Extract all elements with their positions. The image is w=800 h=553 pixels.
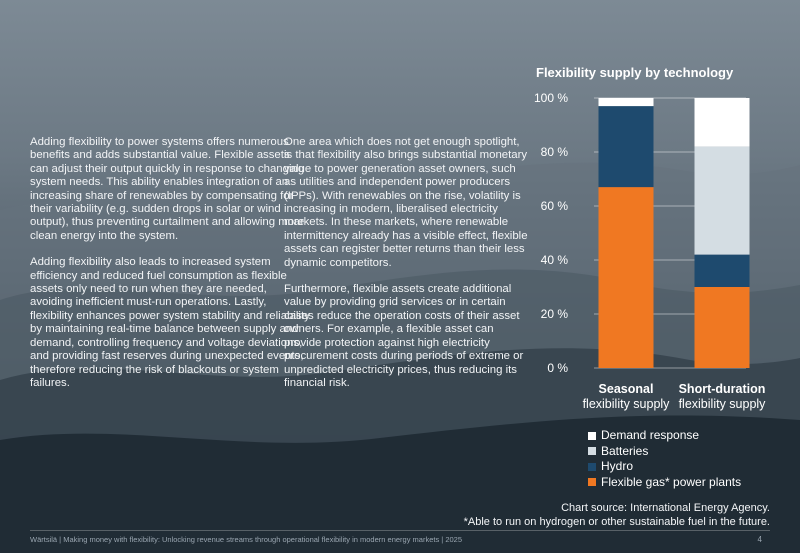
legend-swatch — [588, 478, 596, 487]
bar-segment — [598, 98, 654, 107]
chart-title: Flexibility supply by technology — [536, 65, 734, 80]
bar-segment — [598, 187, 654, 368]
footnote-line: *Able to run on hydrogen or other sustai… — [463, 515, 770, 528]
left-text-column: Adding flexibility to power systems offe… — [30, 136, 310, 403]
x-category-sublabel: flexibility supply — [679, 397, 767, 411]
y-tick-label: 40 % — [541, 253, 569, 267]
left-paragraph-2: Adding flexibility also leads to increas… — [30, 256, 310, 389]
legend-label: Batteries — [601, 443, 649, 458]
legend-swatch — [588, 447, 596, 456]
chart-legend: Demand response Batteries Hydro Flexible ga… — [588, 428, 741, 490]
legend-item: Hydro — [588, 459, 741, 475]
x-category-label: Seasonal — [599, 382, 654, 396]
right-text-column: One area which does not get enough spotl… — [284, 136, 530, 403]
x-category-label: Short-duration — [679, 382, 766, 396]
left-paragraph-1: Adding flexibility to power systems offe… — [30, 136, 305, 242]
right-paragraph-1: One area which does not get enough spotl… — [284, 136, 528, 269]
y-tick-label: 20 % — [541, 307, 569, 321]
bar-segment — [694, 254, 750, 287]
legend-item: Demand response — [588, 428, 741, 444]
y-tick-label: 80 % — [541, 145, 569, 159]
bar-segment — [598, 106, 654, 188]
legend-label: Demand response — [601, 428, 700, 442]
footer-divider — [30, 530, 770, 531]
bar-segment — [694, 98, 750, 147]
y-tick-label: 60 % — [541, 199, 569, 213]
y-tick-label: 100 % — [534, 91, 568, 105]
y-tick-label: 0 % — [547, 361, 568, 375]
stacked-bar-chart: 0 %20 %40 %60 %80 %100 %Seasonalflexibil… — [534, 91, 767, 411]
legend-swatch — [588, 462, 596, 471]
x-category-sublabel: flexibility supply — [583, 397, 671, 411]
footer-text: Wärtsilä | Making money with flexibility… — [30, 535, 463, 544]
source-line: Chart source: International Energy Agenc… — [561, 502, 770, 514]
page-number: 4 — [757, 535, 762, 544]
legend-label: Flexible gas* power plants — [601, 474, 742, 489]
chart-source: Chart source: International Energy Agenc… — [464, 502, 770, 529]
bar-segment — [694, 146, 750, 255]
legend-swatch — [588, 431, 596, 440]
legend-item: Flexible gas* power plants — [588, 475, 741, 491]
legend-item: Batteries — [588, 444, 741, 460]
right-paragraph-2: Furthermore, flexible assets create addi… — [284, 283, 524, 389]
bar-segment — [694, 287, 750, 368]
legend-label: Hydro — [601, 459, 634, 473]
